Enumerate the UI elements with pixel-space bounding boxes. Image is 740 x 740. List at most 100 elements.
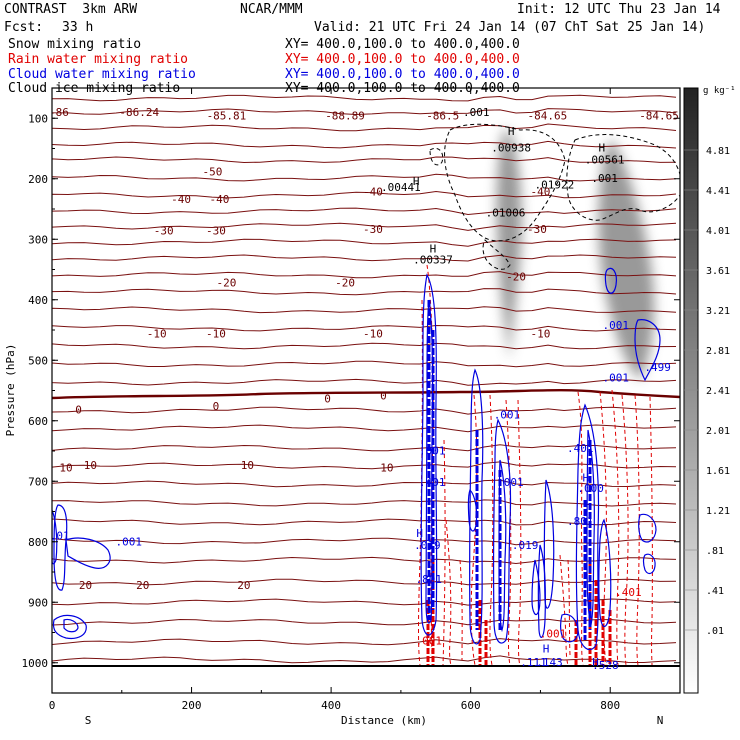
institution-label: NCAR/MMM <box>240 2 303 17</box>
y-tick-label: 700 <box>28 475 48 488</box>
temperature-contour-label: 10 <box>84 459 97 472</box>
cloud-water-label: .001 <box>419 445 446 458</box>
colorbar-label: 2.01 <box>706 426 730 437</box>
temperature-contour-label: 20 <box>79 579 92 592</box>
x-end-label-north: N <box>657 714 664 727</box>
cloud-water-label: .528 <box>592 659 619 672</box>
isotherm-line <box>52 342 677 350</box>
temperature-contour-label: -30 <box>527 223 547 236</box>
isotherm-line <box>52 173 677 182</box>
isotherm-line <box>52 537 677 546</box>
x-tick-label: 600 <box>461 699 481 712</box>
temperature-contour-label: -20 <box>335 276 355 289</box>
cloud-ice-label: H <box>413 175 420 188</box>
isotherm-line <box>52 156 677 164</box>
cloud-water-contours <box>52 267 661 651</box>
cloud-water-label: .499 <box>644 361 671 374</box>
isotherm-line <box>52 424 677 433</box>
x-tick-label: 200 <box>182 699 202 712</box>
field-rain-xy: XY= 400.0,100.0 to 400.0,400.0 <box>285 52 520 67</box>
isotherm-line <box>52 499 677 507</box>
colorbar-label: .81 <box>706 546 724 557</box>
temperature-contour-label: -50 <box>203 166 223 179</box>
cloud-ice-label: .00938 <box>491 142 531 155</box>
cloud-ice-label: .00441 <box>381 181 421 194</box>
x-axis-label: Distance (km) <box>341 714 427 727</box>
cloud-water-label: .143 <box>536 656 563 669</box>
field-snow-label: Snow mixing ratio <box>8 37 142 52</box>
temperature-contour-label: -85.81 <box>207 109 247 122</box>
colorbar-label: 2.81 <box>706 346 730 357</box>
cloud-water-label: .001 <box>494 408 521 421</box>
rain-label: .401 <box>615 586 642 599</box>
temperature-contour-label: -30 <box>154 224 174 237</box>
isotherm-line <box>52 406 677 415</box>
isotherm-line <box>52 94 677 102</box>
forecast-hour: 33 h <box>62 20 94 35</box>
isotherm-line <box>52 638 677 646</box>
isotherm-line <box>52 518 677 526</box>
temperature-contour-label: -20 <box>217 276 237 289</box>
y-tick-label: 400 <box>28 294 48 307</box>
colorbar-label: .41 <box>706 586 724 597</box>
temperature-contour-label: -10 <box>206 327 226 340</box>
cloud-water-label: .001 <box>497 476 524 489</box>
isotherm-line <box>52 254 677 262</box>
temperature-contour-label: -10 <box>147 327 167 340</box>
cloud-ice-label: H <box>599 142 606 155</box>
rain-label: .001 <box>416 635 443 648</box>
colorbar-label: 1.21 <box>706 506 730 517</box>
colorbar-label: .01 <box>706 626 724 637</box>
colorbar-label: 2.41 <box>706 386 730 397</box>
cloud-water-label: .001 <box>116 535 143 548</box>
cloud-water-label: .001 <box>603 319 630 332</box>
y-tick-label: 900 <box>28 596 48 609</box>
temperature-contour-label: -40 <box>171 193 191 206</box>
temperature-contour-label: 10 <box>380 462 393 475</box>
y-tick-label: 100 <box>28 112 48 125</box>
temperature-contour-label: -10 <box>363 327 383 340</box>
isotherm-line <box>52 444 677 452</box>
colorbar-gradient <box>683 87 699 694</box>
rain-heavy-cores <box>426 560 612 665</box>
temperature-contour-label: 20 <box>237 579 250 592</box>
init-time: Init: 12 UTC Thu 23 Jan 14 <box>517 2 721 17</box>
cloud-water-label: .019 <box>512 539 539 552</box>
isotherm-line <box>52 140 677 149</box>
snow-label: .001 <box>463 106 490 119</box>
cloud-ice-contours <box>429 123 680 270</box>
cloud-ice-label: .00561 <box>585 154 625 167</box>
snow-label: .001 <box>591 172 618 185</box>
temperature-contour-label: -86.24 <box>119 106 159 119</box>
temperature-contour-label: -40 <box>363 186 383 199</box>
cloud-water-label: H <box>543 642 550 655</box>
temperature-contour-label: -40 <box>531 186 551 199</box>
y-tick-label: 200 <box>28 173 48 186</box>
temperature-contour-label: 10 <box>59 462 72 475</box>
isotherm-line <box>52 598 677 606</box>
isotherm-line <box>52 123 677 132</box>
colorbar: 4.81 4.41 4.01 3.61 3.21 2.81 2.41 2.01 1.61 1.21… <box>683 87 730 694</box>
temperature-contour-label: 0 <box>75 403 82 416</box>
isotherm-line <box>52 360 677 368</box>
cloud-water-label: .001 <box>603 371 630 384</box>
field-snow-xy: XY= 400.0,100.0 to 400.0,400.0 <box>285 37 520 52</box>
y-axis-label: Pressure (hPa) <box>4 344 17 437</box>
temperature-contour-label: -84.65 <box>528 109 568 122</box>
y-tick-label: 1000 <box>22 657 49 670</box>
temperature-contour-label: -30 <box>206 224 226 237</box>
cloud-ice-label: .00337 <box>413 253 453 266</box>
x-tick-label: 400 <box>321 699 341 712</box>
valid-time: Valid: 21 UTC Fri 24 Jan 14 (07 ChT Sat … <box>314 20 706 35</box>
isotherm-line <box>52 618 677 626</box>
cloud-water-label: .801 <box>416 573 443 586</box>
plot-area: -86 -86.24 -85.81 -88.89 -86.5 -84.65 -84.65 -5… <box>52 94 680 672</box>
cloud-water-label: .401 <box>419 476 446 489</box>
zero-degree-isotherm <box>52 389 680 400</box>
cloud-water-label: .401 <box>567 442 594 455</box>
y-tick-label: 800 <box>28 536 48 549</box>
isotherm-line <box>52 190 677 199</box>
cloud-ice-label: .01006 <box>486 206 526 219</box>
cloud-water-label: H <box>582 471 589 484</box>
